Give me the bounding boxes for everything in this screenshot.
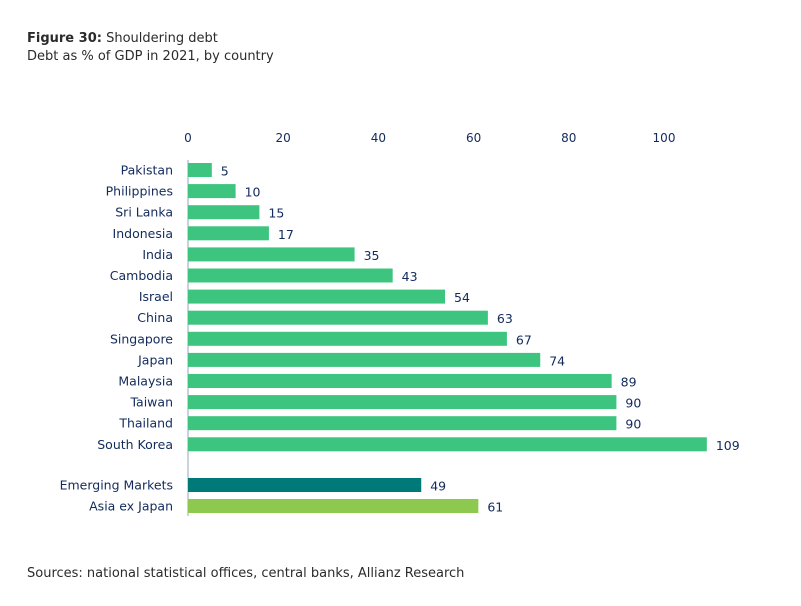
bar [188,331,507,346]
bar [188,163,212,177]
category-label: India [142,247,173,262]
category-label: Taiwan [129,395,173,410]
bar [188,352,541,367]
value-label: 15 [268,206,284,221]
category-label: Thailand [118,416,173,431]
bar [188,395,617,410]
chart-title: Shouldering debt [101,31,218,46]
bar [188,289,446,304]
source-note: Sources: national statistical offices, c… [27,566,465,581]
category-labels: Pakistan Philippines Sri Lanka Indonesia Ind… [60,163,174,514]
category-label: China [137,310,173,325]
value-label: 90 [625,417,641,432]
category-label: Philippines [106,184,173,199]
bar [188,268,393,283]
x-tick-label: 20 [276,131,291,145]
x-axis-ticks: 0 20 40 60 80 100 [184,131,675,145]
category-label: Malaysia [118,374,173,389]
bar-chart: 0 20 40 60 80 100 Pakistan Philippines Sri Lank… [60,131,740,516]
bar [188,416,617,431]
bar [188,478,422,492]
x-tick-label: 0 [184,131,192,145]
value-label: 35 [364,248,380,263]
category-label: Israel [139,289,173,304]
x-tick-label: 60 [466,131,481,145]
category-label: Asia ex Japan [89,499,173,514]
x-tick-label: 40 [371,131,386,145]
value-label: 89 [621,375,637,390]
bar [188,310,488,325]
chart-title-block: Figure 30: Shouldering debt Debt as % of… [27,30,274,66]
value-label: 5 [221,164,229,179]
bar [188,437,707,452]
value-label: 43 [402,269,418,284]
value-label: 54 [454,290,470,305]
value-label: 63 [497,311,513,326]
category-label: South Korea [97,437,173,452]
value-label: 61 [487,500,503,515]
value-label: 49 [430,479,446,494]
chart-subtitle: Debt as % of GDP in 2021, by country [27,49,274,64]
bar [188,247,355,262]
category-label: Singapore [110,331,173,346]
category-label: Indonesia [113,226,173,241]
bar [188,205,260,220]
category-label: Emerging Markets [60,478,173,493]
category-label: Japan [137,352,173,367]
value-label: 109 [716,438,740,453]
bar [188,226,269,241]
value-label: 90 [625,396,641,411]
bar [188,184,236,199]
bar [188,374,612,388]
x-tick-label: 100 [653,131,676,145]
category-label: Cambodia [110,268,173,283]
category-label: Pakistan [121,163,173,178]
value-label: 17 [278,227,294,242]
value-label: 67 [516,332,532,347]
value-label: 10 [245,185,261,200]
figure-label: Figure 30: [27,31,102,46]
bars [188,163,707,513]
bar [188,499,479,513]
value-label: 74 [549,353,565,368]
category-label: Sri Lanka [115,205,173,220]
x-tick-label: 80 [561,131,576,145]
